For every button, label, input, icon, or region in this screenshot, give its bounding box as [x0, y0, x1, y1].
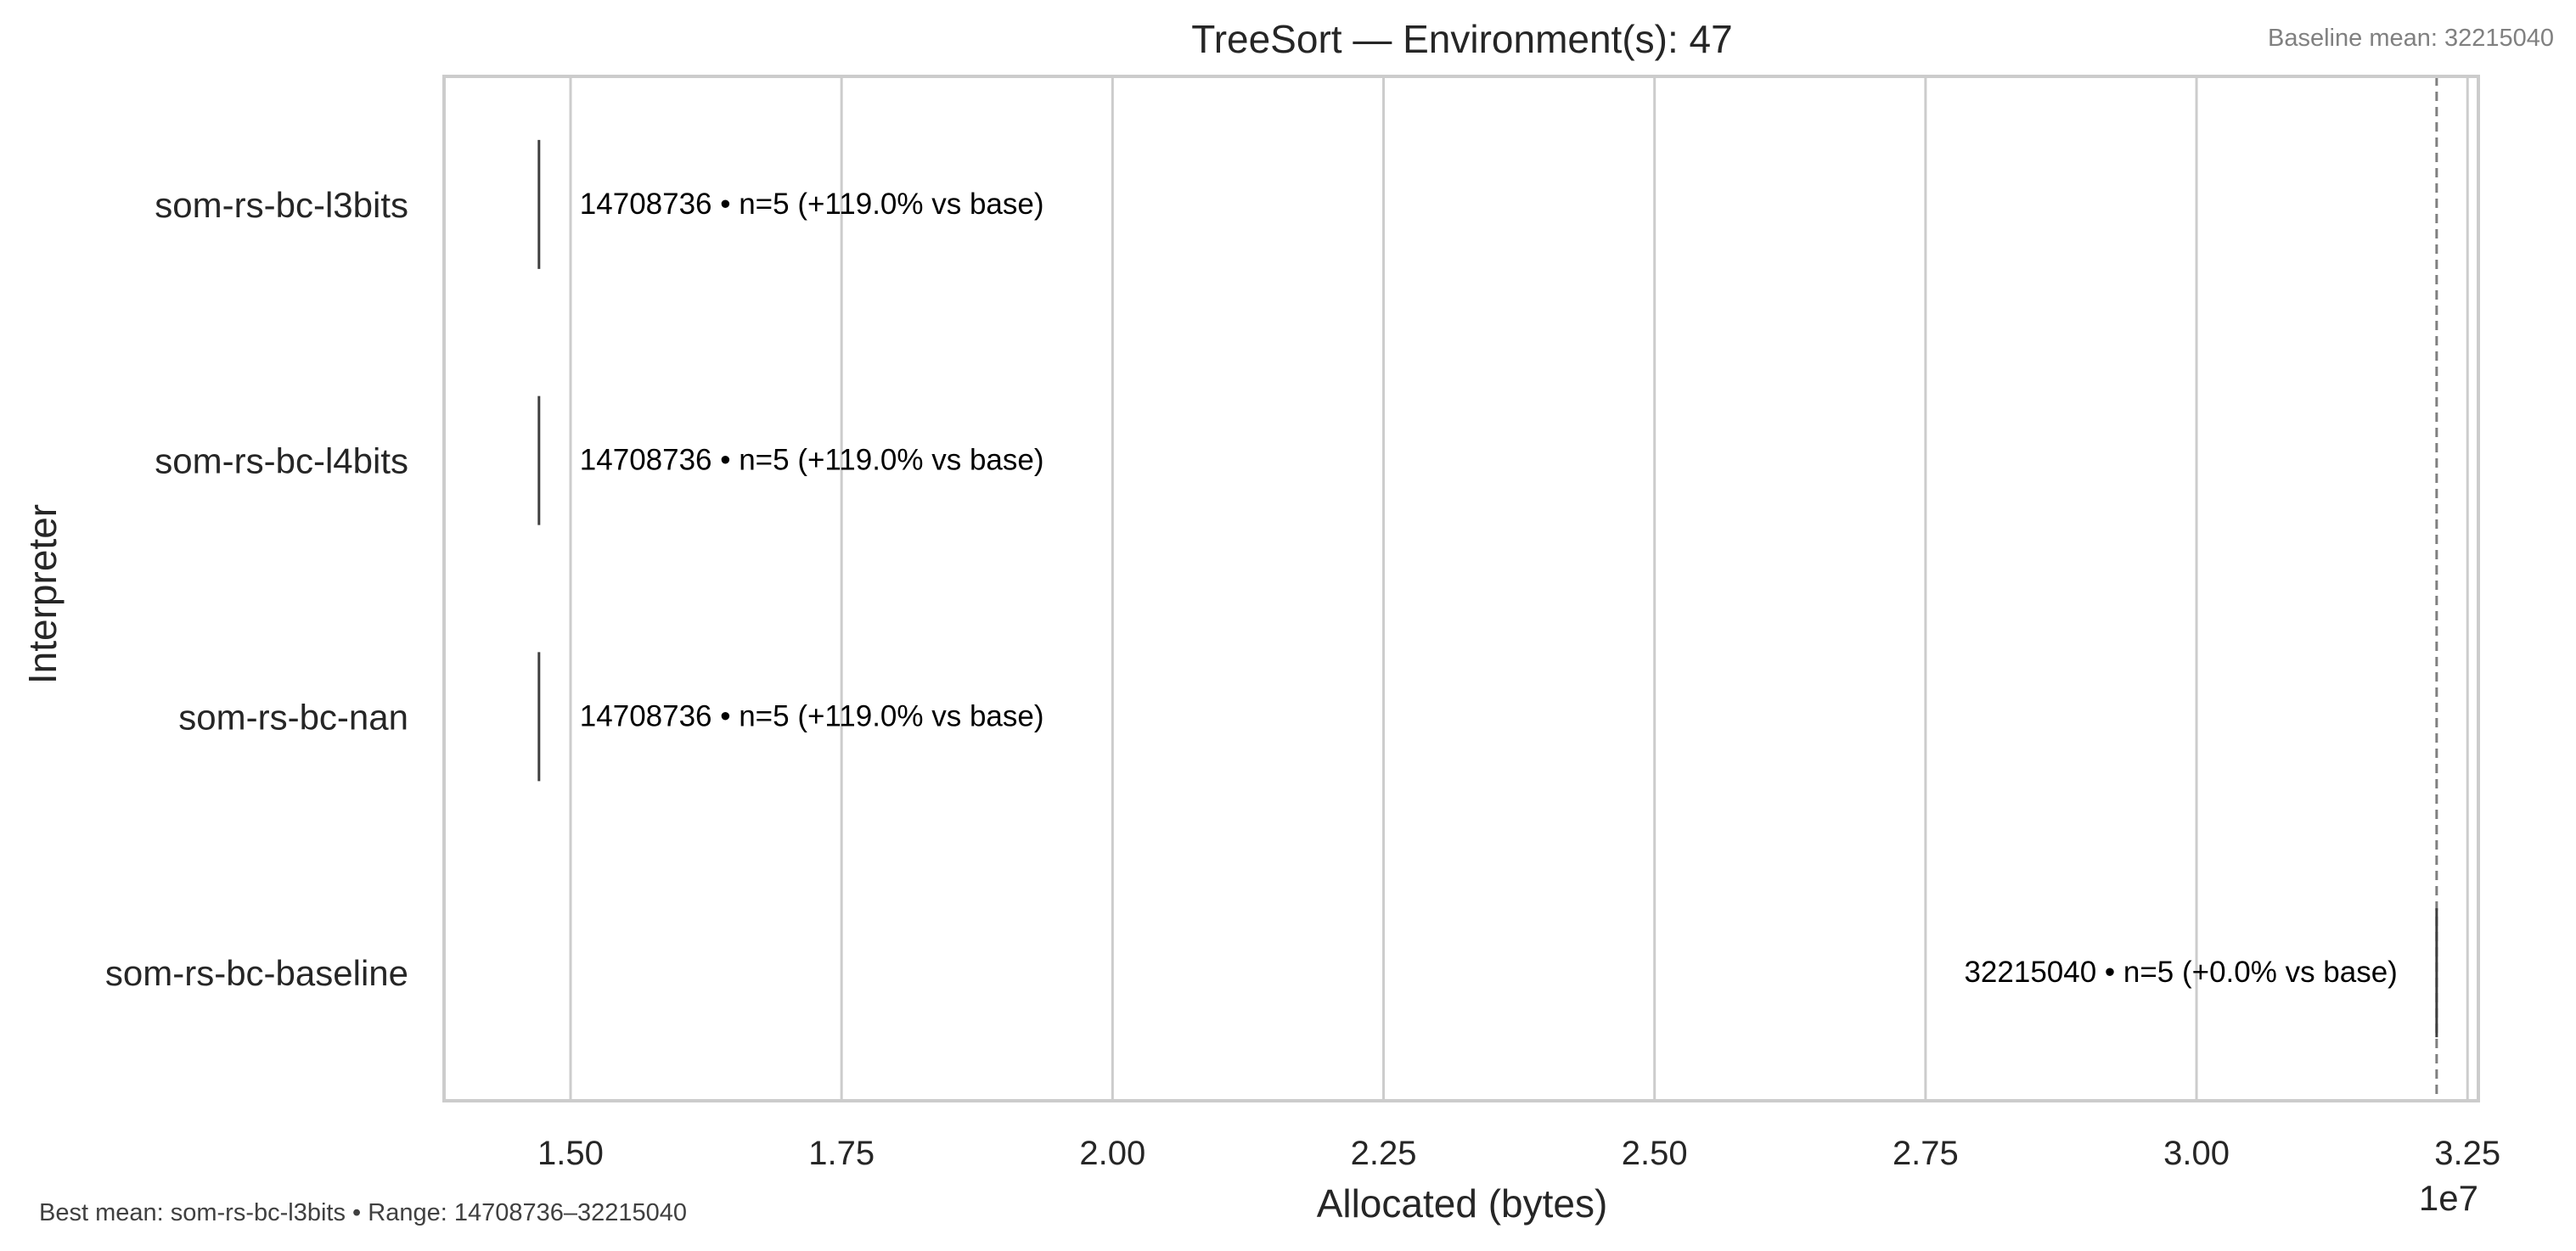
x-axis-offset-label: 1e7 — [2419, 1178, 2478, 1218]
y-tick-label: som-rs-bc-baseline — [105, 953, 408, 993]
x-tick-label: 2.75 — [1893, 1135, 1959, 1172]
y-tick-label: som-rs-bc-l4bits — [155, 441, 408, 481]
y-axis-label: Interpreter — [20, 504, 65, 684]
baseline-mean-note: Baseline mean: 32215040 — [2268, 25, 2554, 52]
data-annotation: 14708736 • n=5 (+119.0% vs base) — [580, 188, 1044, 221]
y-tick-label: som-rs-bc-nan — [178, 697, 408, 737]
x-tick-label: 2.00 — [1079, 1135, 1145, 1172]
x-tick-label: 1.50 — [537, 1135, 604, 1172]
data-annotation: 14708736 • n=5 (+119.0% vs base) — [580, 699, 1044, 732]
chart-text: 1.50 1.75 2.00 2.25 2.50 2.75 3.00 3.25 som-rs-b… — [105, 185, 2500, 1172]
y-tick-label: som-rs-bc-l3bits — [155, 185, 408, 225]
x-tick-label: 1.75 — [808, 1135, 875, 1172]
plot-frame — [442, 75, 2480, 1102]
grid-lines — [569, 76, 2469, 1101]
data-annotation: 32215040 • n=5 (+0.0% vs base) — [1964, 956, 2397, 989]
box-marks — [537, 76, 2438, 1101]
chart-title: TreeSort — Environment(s): 47 — [1191, 17, 1732, 61]
x-tick-label: 2.25 — [1351, 1135, 1417, 1172]
footer-note: Best mean: som-rs-bc-l3bits • Range: 147… — [39, 1199, 687, 1226]
x-tick-label: 2.50 — [1622, 1135, 1688, 1172]
x-tick-label: 3.00 — [2163, 1135, 2230, 1172]
x-axis-label: Allocated (bytes) — [1317, 1181, 1608, 1226]
x-tick-label: 3.25 — [2434, 1135, 2500, 1172]
data-annotation: 14708736 • n=5 (+119.0% vs base) — [580, 444, 1044, 477]
plot-area-border — [442, 75, 2480, 1102]
